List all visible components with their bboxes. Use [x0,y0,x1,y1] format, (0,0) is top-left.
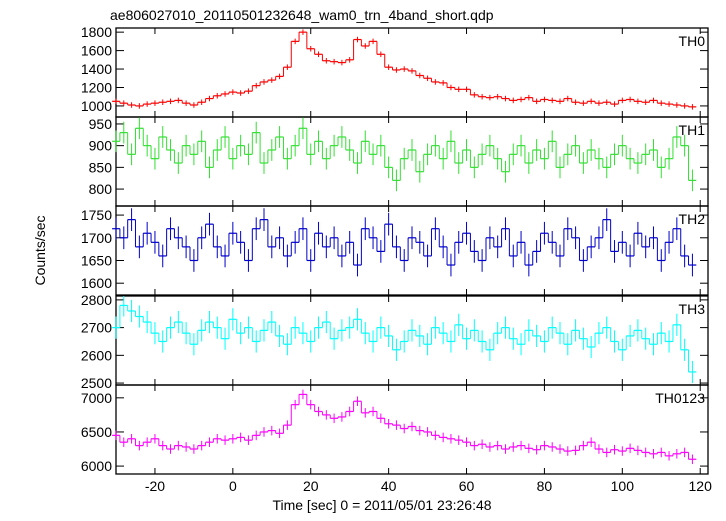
panel-frame [115,205,709,296]
y-tick-label: 2500 [81,375,112,391]
y-tick-label: 850 [89,159,113,175]
panel-label: TH2 [679,211,706,227]
x-tick-label: 40 [381,478,397,494]
y-tick-label: 800 [89,181,113,197]
x-tick-label: 100 [611,478,635,494]
y-tick-label: 1800 [81,24,112,40]
x-tick-label: 20 [303,478,319,494]
y-axis-label: Counts/sec [32,215,48,285]
panel-frame [115,384,709,475]
y-tick-label: 1700 [81,230,112,246]
y-tick-label: 6000 [81,458,112,474]
y-tick-label: 1400 [81,61,112,77]
y-tick-label: 2600 [81,347,112,363]
y-tick-label: 1600 [81,43,112,59]
x-tick-label: 120 [689,478,713,494]
y-tick-label: 1600 [81,275,112,291]
x-tick-label: 80 [537,478,553,494]
y-tick-label: 1200 [81,79,112,95]
panel-label: TH0123 [655,390,705,406]
y-tick-label: 1000 [81,98,112,114]
y-tick-label: 6500 [81,424,112,440]
y-tick-label: 2700 [81,320,112,336]
y-tick-label: 900 [89,138,113,154]
chart-title: ae806027010_20110501232648_wam0_trn_4ban… [110,7,494,23]
panel-label: TH3 [679,301,706,317]
y-tick-label: 7000 [81,390,112,406]
x-tick-label: -20 [145,478,165,494]
x-tick-label: 0 [229,478,237,494]
x-tick-label: 60 [459,478,475,494]
y-tick-label: 950 [89,116,113,132]
y-tick-label: 1750 [81,207,112,223]
y-tick-label: 1650 [81,252,112,268]
y-tick-label: 2800 [81,292,112,308]
x-axis-label: Time [sec] 0 = 2011/05/01 23:26:48 [272,497,491,513]
panel-label: TH1 [679,122,706,138]
panel-frame [115,116,709,207]
panel-label: TH0 [679,33,706,49]
